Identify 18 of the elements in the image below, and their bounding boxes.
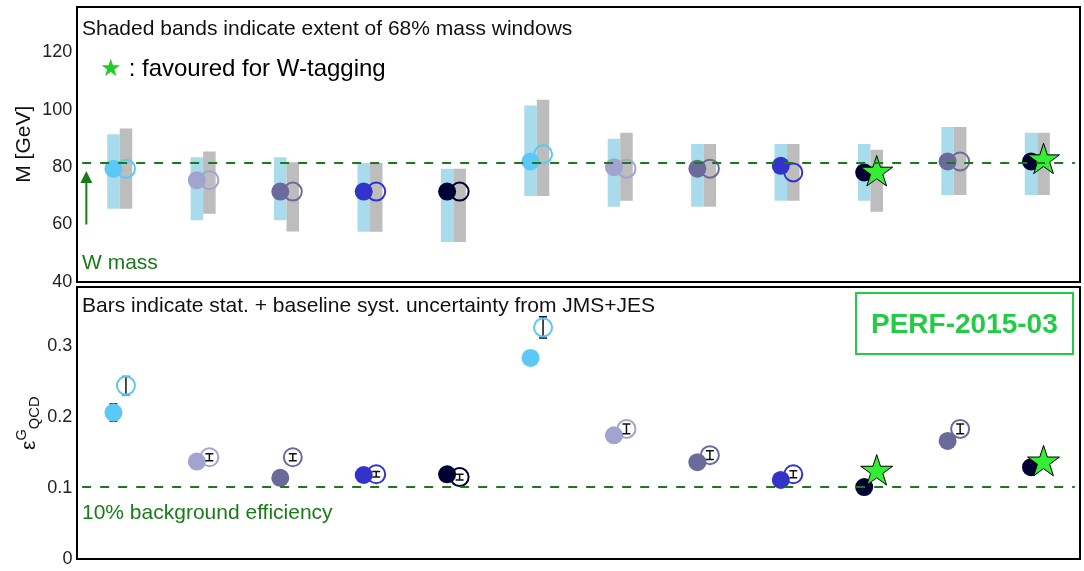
annotation: Bars indicate stat. + baseline syst. uncertainty from JMS+JES [82, 293, 656, 316]
annotation: PERF-2015-03 [871, 308, 1058, 339]
y-tick-label: 100 [42, 98, 73, 119]
y-tick-label: 60 [52, 213, 73, 234]
bar [536, 99, 550, 196]
annotation: ★ : favoured for W-tagging [100, 54, 386, 81]
y-tick-label: 0.2 [47, 406, 73, 427]
annotation: Shaded bands indicate extent of 68% mass windows [82, 16, 573, 39]
y-tick-label: 0 [62, 548, 73, 569]
y-tick-label: 0.1 [47, 477, 73, 498]
ref-line-label: 10% background efficiency [82, 500, 334, 523]
y-tick-label: 120 [42, 41, 73, 62]
bar [453, 168, 466, 243]
y-tick-label: 40 [52, 270, 73, 291]
y-tick-label: 0.3 [47, 335, 73, 356]
y-tick-label: 80 [52, 156, 73, 177]
y-axis-title: M [GeV] [11, 105, 34, 183]
ref-line-label: W mass [82, 250, 158, 273]
